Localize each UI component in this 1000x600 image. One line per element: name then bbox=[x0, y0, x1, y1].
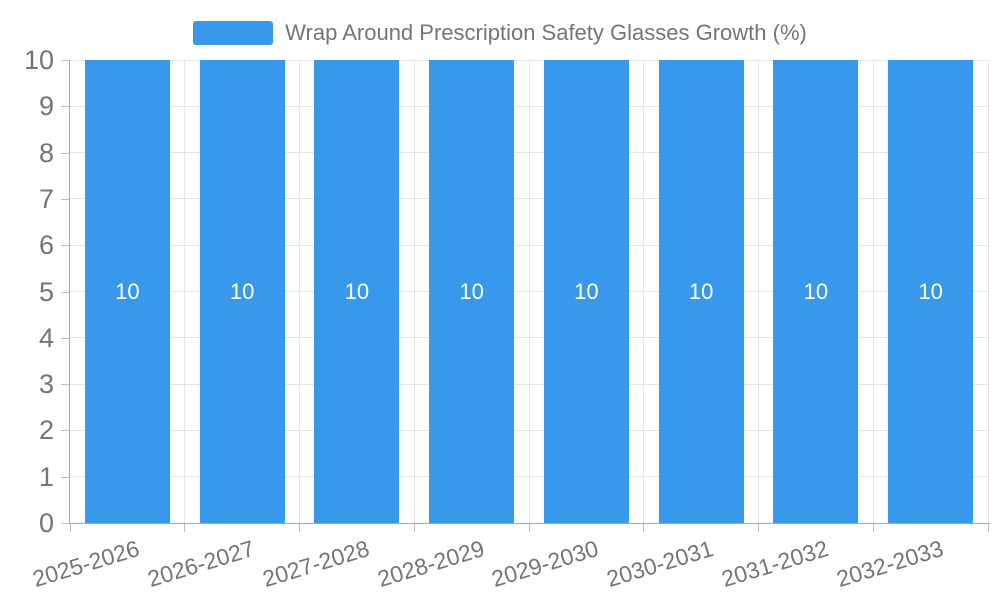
x-tick-label: 2026-2027 bbox=[144, 535, 258, 593]
bar bbox=[199, 60, 285, 523]
y-axis-tick bbox=[61, 152, 69, 154]
bar bbox=[888, 60, 974, 523]
x-tick-label: 2032-2033 bbox=[833, 535, 946, 593]
x-axis-tick bbox=[872, 524, 874, 532]
x-axis-tick bbox=[758, 524, 759, 532]
y-tick-label: 7 bbox=[38, 183, 54, 214]
y-tick-label: 5 bbox=[38, 276, 54, 307]
y-axis-line bbox=[69, 60, 70, 524]
gridline-vertical bbox=[184, 60, 186, 523]
bar-value-label: 10 bbox=[918, 278, 943, 304]
y-axis-tick bbox=[61, 291, 69, 293]
legend-label: Wrap Around Prescription Safety Glasses … bbox=[285, 20, 807, 45]
bar bbox=[314, 60, 400, 523]
x-axis-tick bbox=[299, 524, 300, 532]
y-axis-tick bbox=[61, 198, 69, 200]
y-axis-tick bbox=[61, 106, 69, 108]
x-tick-label: 2030-2031 bbox=[603, 535, 717, 593]
x-tick-label: 2031-2032 bbox=[718, 535, 832, 593]
gridline-vertical bbox=[987, 60, 989, 523]
legend-swatch bbox=[193, 21, 274, 45]
y-tick-label: 10 bbox=[23, 45, 54, 75]
bar-value-label: 10 bbox=[803, 278, 829, 304]
y-tick-label: 9 bbox=[38, 91, 54, 122]
y-tick-label: 1 bbox=[38, 461, 54, 492]
bar-value-label: 10 bbox=[344, 278, 370, 304]
y-axis-tick bbox=[61, 337, 69, 339]
y-axis-tick bbox=[61, 245, 69, 247]
x-axis-tick bbox=[987, 524, 989, 532]
bar-value-label: 10 bbox=[115, 278, 140, 304]
y-axis-tick bbox=[61, 523, 69, 524]
bar-value-label: 10 bbox=[229, 278, 255, 304]
x-axis-tick bbox=[528, 524, 530, 532]
gridline-vertical bbox=[758, 60, 759, 523]
bar bbox=[543, 60, 629, 523]
x-axis-tick bbox=[413, 524, 415, 532]
bar bbox=[773, 60, 859, 523]
x-axis-line bbox=[70, 523, 990, 524]
y-tick-label: 2 bbox=[38, 415, 54, 446]
gridline-vertical bbox=[872, 60, 874, 523]
x-axis-tick bbox=[184, 524, 186, 532]
gridline-vertical bbox=[413, 60, 415, 523]
y-tick-label: 4 bbox=[38, 322, 54, 353]
y-axis-tick bbox=[61, 476, 69, 478]
bar-value-label: 10 bbox=[459, 278, 484, 304]
y-tick-label: 3 bbox=[38, 369, 54, 400]
bar bbox=[429, 60, 515, 523]
x-tick-label: 2028-2029 bbox=[374, 535, 487, 593]
y-tick-label: 0 bbox=[38, 508, 54, 538]
x-tick-label: 2025-2026 bbox=[29, 535, 143, 593]
bar bbox=[658, 60, 744, 523]
x-axis-tick bbox=[643, 524, 645, 532]
x-axis-tick bbox=[69, 524, 71, 532]
x-tick-label: 2029-2030 bbox=[488, 535, 602, 593]
bar-value-label: 10 bbox=[574, 278, 599, 304]
gridline-vertical bbox=[643, 60, 645, 523]
gridline-vertical bbox=[528, 60, 530, 523]
bar-value-label: 10 bbox=[688, 278, 714, 304]
gridline-vertical bbox=[299, 60, 300, 523]
y-axis-tick bbox=[61, 430, 69, 432]
y-axis-tick bbox=[61, 60, 69, 61]
y-tick-label: 6 bbox=[38, 230, 54, 261]
y-axis-tick bbox=[61, 384, 69, 386]
y-tick-label: 8 bbox=[38, 137, 54, 168]
x-tick-label: 2027-2028 bbox=[259, 535, 373, 593]
chart-legend[interactable]: Wrap Around Prescription Safety Glasses … bbox=[0, 20, 1000, 46]
bar bbox=[84, 60, 170, 523]
